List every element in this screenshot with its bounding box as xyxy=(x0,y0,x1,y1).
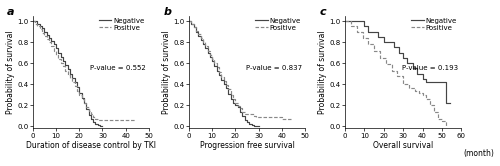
Legend: Negative, Positive: Negative, Positive xyxy=(410,17,458,31)
X-axis label: Progression free survival: Progression free survival xyxy=(200,141,294,150)
X-axis label: Overall survival: Overall survival xyxy=(373,141,434,150)
Text: P-value = 0.837: P-value = 0.837 xyxy=(246,65,302,71)
X-axis label: Duration of disease control by TKI: Duration of disease control by TKI xyxy=(26,141,156,150)
Text: P-value = 0.193: P-value = 0.193 xyxy=(402,65,458,71)
Text: a: a xyxy=(7,7,14,17)
Text: b: b xyxy=(164,7,172,17)
Y-axis label: Probability of survival: Probability of survival xyxy=(162,30,170,114)
Legend: Negative, Positive: Negative, Positive xyxy=(98,17,146,31)
Text: (month): (month) xyxy=(464,149,494,158)
Legend: Negative, Positive: Negative, Positive xyxy=(254,17,302,31)
Text: P-value = 0.552: P-value = 0.552 xyxy=(90,65,146,71)
Y-axis label: Probability of survival: Probability of survival xyxy=(318,30,327,114)
Text: c: c xyxy=(320,7,326,17)
Y-axis label: Probability of survival: Probability of survival xyxy=(6,30,15,114)
